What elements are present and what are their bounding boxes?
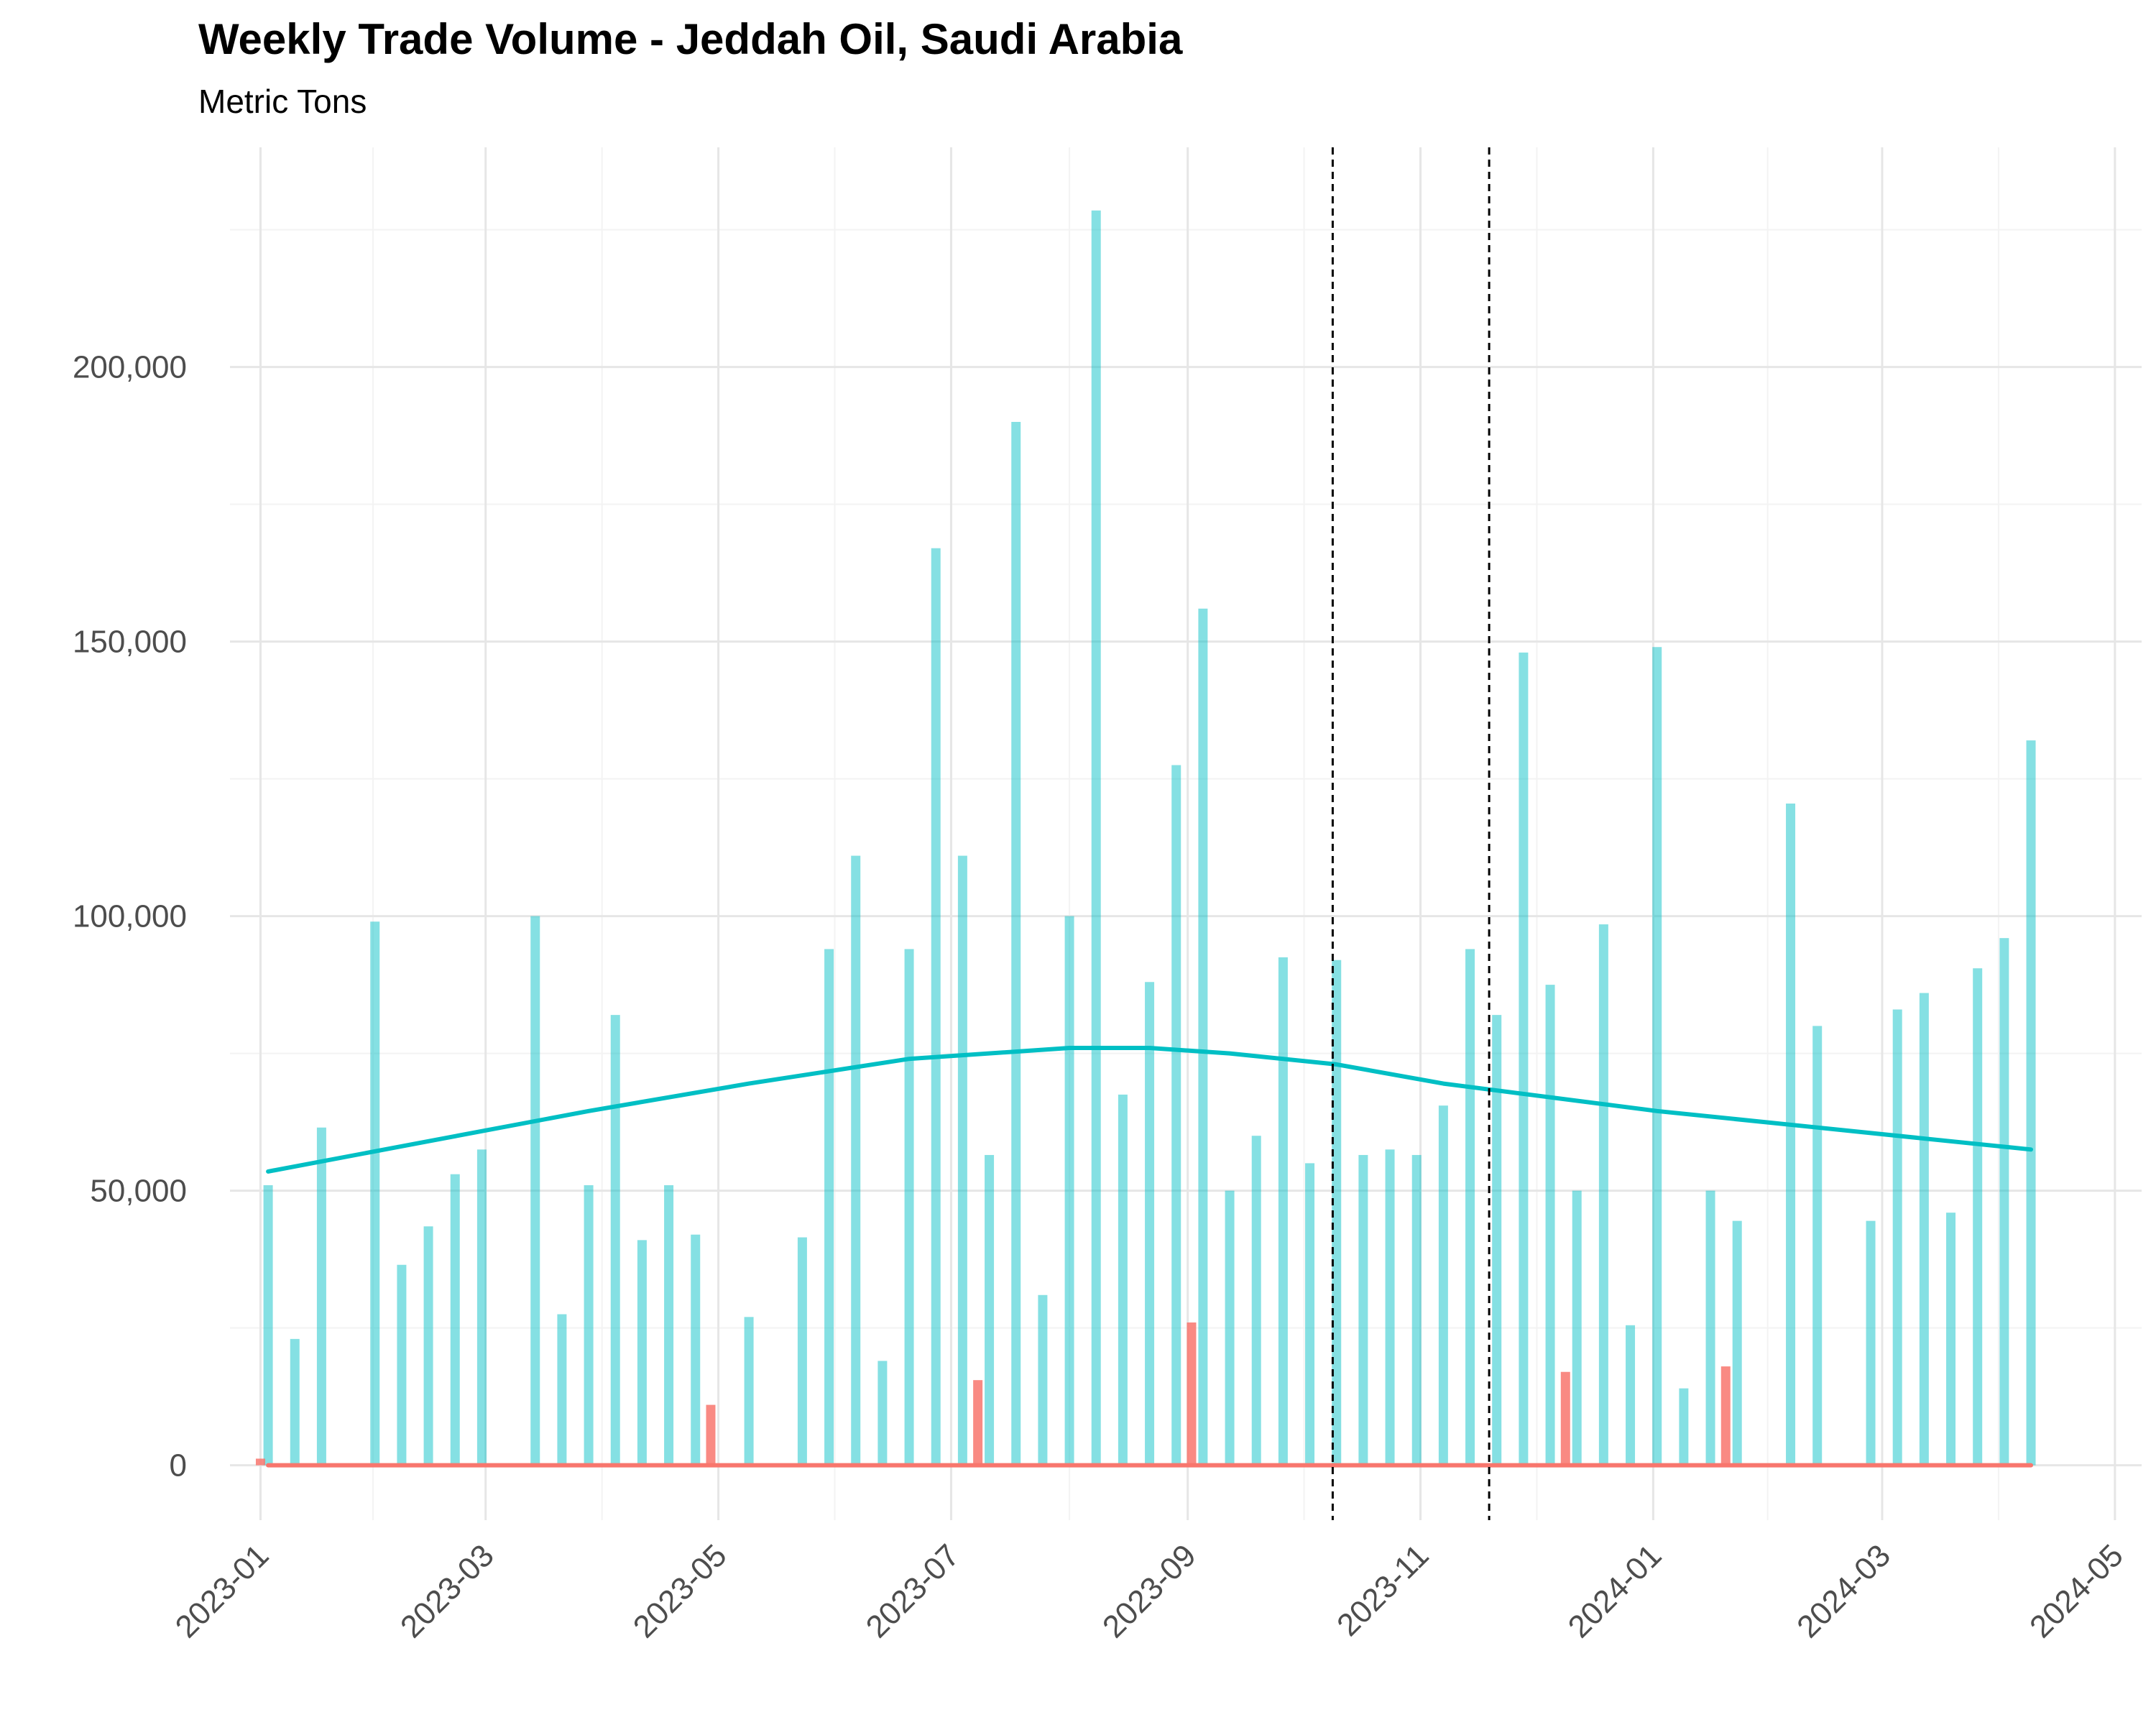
bar	[423, 1226, 433, 1466]
x-tick-label: 2023-07	[860, 1537, 967, 1644]
bar	[973, 1380, 983, 1466]
bar	[1251, 1136, 1261, 1466]
line-layer	[266, 1046, 2033, 1468]
bar	[1171, 765, 1181, 1466]
y-tick-label: 150,000	[73, 625, 187, 660]
chart-subtitle: Metric Tons	[198, 83, 367, 120]
vline-layer	[1331, 147, 1491, 1520]
bar	[450, 1174, 460, 1466]
bar	[1572, 1190, 1582, 1466]
x-tick-label: 2024-01	[1562, 1537, 1669, 1644]
bar	[1438, 1105, 1448, 1466]
bar	[1225, 1190, 1235, 1466]
bar	[290, 1338, 300, 1466]
bar	[1038, 1294, 1048, 1466]
bar	[1519, 652, 1529, 1466]
bar	[530, 916, 540, 1466]
bar	[1118, 1094, 1128, 1466]
bar	[476, 1149, 487, 1466]
bar	[1652, 647, 1662, 1466]
bar	[1946, 1213, 1956, 1466]
bar	[1411, 1154, 1422, 1466]
bar	[1385, 1149, 1395, 1466]
bar	[1999, 938, 2009, 1466]
bar	[851, 855, 861, 1466]
bar	[1064, 916, 1074, 1466]
y-tick-label: 100,000	[73, 899, 187, 934]
bar	[1919, 993, 1929, 1466]
y-tick-label: 0	[170, 1448, 187, 1484]
bar	[1626, 1325, 1636, 1466]
bar	[1545, 985, 1555, 1466]
bar	[1720, 1366, 1731, 1466]
bar	[1011, 422, 1021, 1466]
x-tick-label: 2023-11	[1330, 1537, 1436, 1643]
bar	[1278, 957, 1288, 1466]
chart-title: Weekly Trade Volume - Jeddah Oil, Saudi …	[198, 15, 1183, 63]
bar	[664, 1184, 674, 1466]
bar	[1973, 968, 1983, 1466]
bar	[255, 1458, 265, 1466]
bar	[263, 1184, 273, 1466]
bar	[1786, 803, 1796, 1466]
bar	[797, 1237, 807, 1466]
bar	[1187, 1322, 1197, 1466]
bar	[1732, 1220, 1742, 1466]
bar	[1705, 1190, 1715, 1466]
bar	[2026, 740, 2036, 1466]
bar	[1812, 1026, 1823, 1466]
bar-layer	[255, 210, 2036, 1466]
bar	[370, 921, 380, 1466]
y-tick-label: 200,000	[73, 350, 187, 385]
bar	[1358, 1154, 1368, 1466]
bar	[1892, 1009, 1902, 1466]
bar	[1332, 960, 1342, 1466]
x-tick-label: 2024-03	[1790, 1537, 1897, 1644]
bar	[397, 1264, 407, 1466]
bar	[637, 1240, 647, 1466]
bar	[1492, 1015, 1502, 1466]
bar	[557, 1314, 567, 1466]
bar	[744, 1317, 754, 1466]
bar	[985, 1154, 995, 1466]
bar	[1091, 210, 1101, 1466]
grid-layer	[230, 147, 2142, 1520]
series-trend-line	[266, 1046, 2033, 1174]
bar	[1145, 982, 1155, 1466]
x-tick-label: 2023-09	[1096, 1537, 1203, 1644]
bar	[1560, 1371, 1570, 1466]
bar	[1866, 1220, 1876, 1466]
bar	[1305, 1163, 1315, 1466]
x-tick-label: 2024-05	[2023, 1537, 2130, 1644]
bar	[931, 548, 941, 1466]
bar	[316, 1127, 326, 1466]
bar	[1598, 924, 1608, 1466]
bar	[877, 1361, 888, 1466]
bar	[584, 1184, 594, 1466]
y-tick-label: 50,000	[90, 1174, 187, 1209]
x-tick-label: 2023-01	[169, 1537, 276, 1644]
bar	[1198, 608, 1208, 1466]
bar	[1465, 949, 1475, 1466]
bar	[824, 949, 834, 1466]
x-tick-label: 2023-05	[627, 1537, 734, 1644]
bar	[610, 1015, 620, 1466]
bar	[706, 1404, 716, 1466]
bar	[904, 949, 914, 1466]
bar	[691, 1234, 701, 1466]
bar	[1679, 1388, 1689, 1466]
bar	[957, 855, 967, 1466]
x-tick-label: 2023-03	[394, 1537, 501, 1644]
